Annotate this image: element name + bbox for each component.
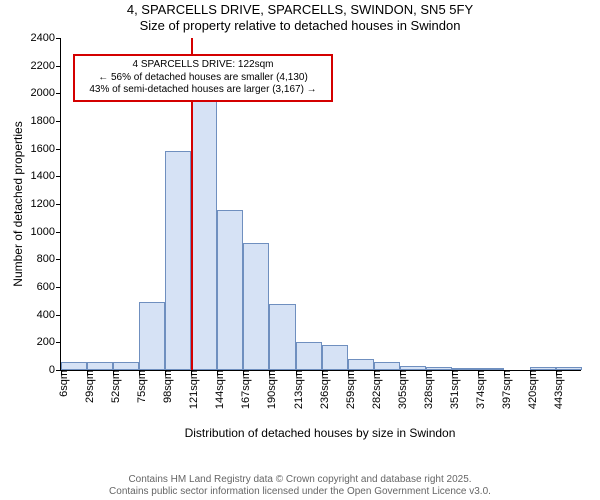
histogram-bar xyxy=(191,97,217,370)
y-axis-label: Number of detached properties xyxy=(11,104,25,304)
x-axis-label: Distribution of detached houses by size … xyxy=(60,426,580,440)
chart-title: 4, SPARCELLS DRIVE, SPARCELLS, SWINDON, … xyxy=(0,0,600,35)
xtick-label: 420sqm xyxy=(521,370,539,409)
footer-attribution: Contains HM Land Registry data © Crown c… xyxy=(0,474,600,498)
ytick-label: 200 xyxy=(37,336,61,348)
xtick-label: 190sqm xyxy=(260,370,278,409)
histogram-bar xyxy=(243,243,269,370)
histogram-bar xyxy=(87,362,113,370)
histogram-bar xyxy=(113,362,139,370)
xtick-label: 98sqm xyxy=(156,370,174,403)
xtick-label: 397sqm xyxy=(495,370,513,409)
ytick-label: 1800 xyxy=(31,115,61,127)
annotation-box: 4 SPARCELLS DRIVE: 122sqm← 56% of detach… xyxy=(73,54,333,102)
ytick-label: 1400 xyxy=(31,170,61,182)
xtick-label: 236sqm xyxy=(313,370,331,409)
xtick-label: 305sqm xyxy=(391,370,409,409)
title-line1: 4, SPARCELLS DRIVE, SPARCELLS, SWINDON, … xyxy=(0,2,600,18)
xtick-label: 6sqm xyxy=(52,370,70,397)
histogram-bar xyxy=(348,359,374,370)
footer-line1: Contains HM Land Registry data © Crown c… xyxy=(0,474,600,486)
annotation-line-1: 4 SPARCELLS DRIVE: 122sqm xyxy=(81,59,325,72)
histogram-bar xyxy=(217,210,243,370)
xtick-label: 75sqm xyxy=(130,370,148,403)
xtick-label: 52sqm xyxy=(104,370,122,403)
xtick-label: 144sqm xyxy=(208,370,226,409)
xtick-label: 29sqm xyxy=(78,370,96,403)
ytick-label: 800 xyxy=(37,253,61,265)
ytick-label: 2400 xyxy=(31,32,61,44)
histogram-bar xyxy=(139,302,165,370)
xtick-label: 259sqm xyxy=(339,370,357,409)
annotation-line-3: 43% of semi-detached houses are larger (… xyxy=(81,84,325,97)
xtick-label: 282sqm xyxy=(365,370,383,409)
ytick-label: 1600 xyxy=(31,143,61,155)
ytick-label: 1200 xyxy=(31,198,61,210)
xtick-label: 167sqm xyxy=(234,370,252,409)
xtick-label: 121sqm xyxy=(182,370,200,409)
footer-line2: Contains public sector information licen… xyxy=(0,486,600,498)
xtick-label: 374sqm xyxy=(469,370,487,409)
ytick-label: 1000 xyxy=(31,226,61,238)
xtick-label: 213sqm xyxy=(287,370,305,409)
plot-area: 0200400600800100012001400160018002000220… xyxy=(60,38,581,371)
histogram-bar xyxy=(61,362,87,370)
histogram-bar xyxy=(374,362,400,370)
ytick-label: 2000 xyxy=(31,87,61,99)
chart-area: 0200400600800100012001400160018002000220… xyxy=(0,34,600,464)
ytick-label: 400 xyxy=(37,309,61,321)
annotation-line-2: ← 56% of detached houses are smaller (4,… xyxy=(81,72,325,85)
histogram-bar xyxy=(296,342,322,370)
histogram-bar xyxy=(165,151,191,370)
title-line2: Size of property relative to detached ho… xyxy=(0,18,600,34)
histogram-bar xyxy=(269,304,295,370)
ytick-label: 2200 xyxy=(31,60,61,72)
xtick-label: 328sqm xyxy=(417,370,435,409)
histogram-bar xyxy=(322,345,348,370)
xtick-label: 351sqm xyxy=(443,370,461,409)
ytick-label: 600 xyxy=(37,281,61,293)
xtick-label: 443sqm xyxy=(547,370,565,409)
